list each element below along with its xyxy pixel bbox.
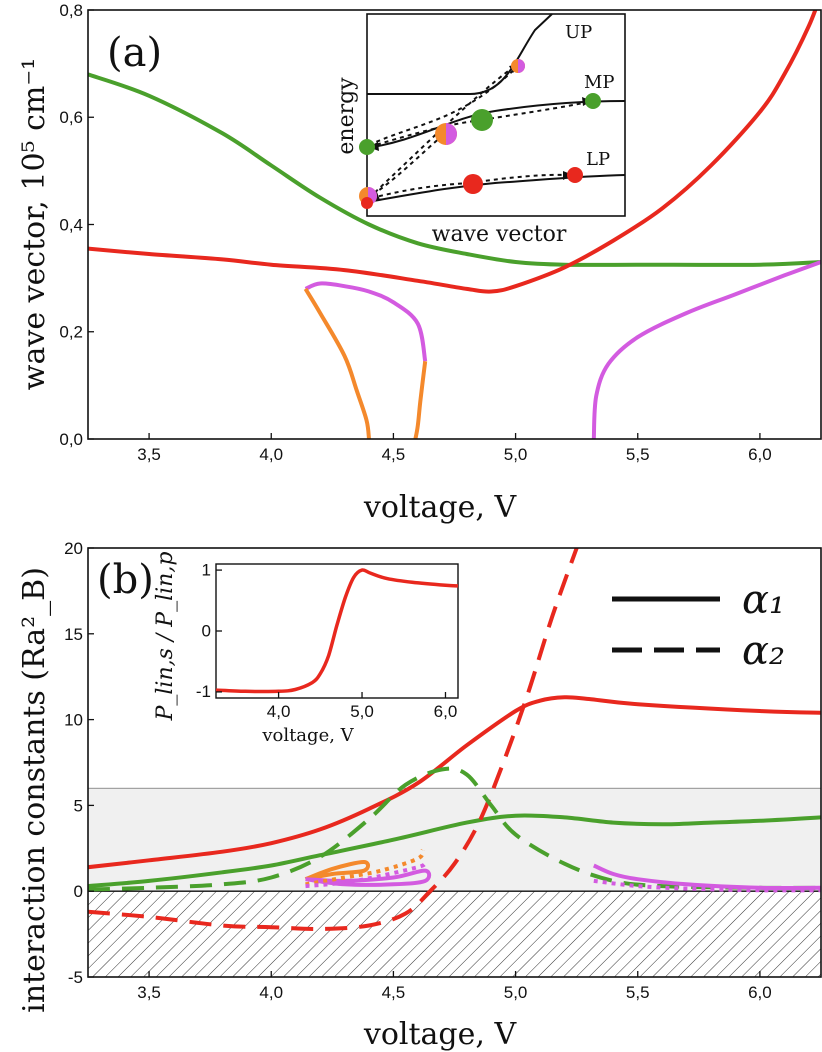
series-violet-right-2 <box>593 878 821 893</box>
inset-label-lp: LP <box>586 149 610 170</box>
x-tick-label: 4,0 <box>259 983 283 1002</box>
y-tick-label: -5 <box>68 968 83 987</box>
lp-dot-left-red <box>361 197 373 209</box>
x-tick-label: 5,5 <box>626 983 650 1002</box>
inset-b-xlabel: voltage, V <box>261 725 354 746</box>
panel-a: 3,5 4,0 4,5 5,0 5,5 6,0 0,0 0,2 0,4 0,6 0,8 (a) vo… <box>17 1 822 525</box>
arrow-center-down <box>371 134 444 196</box>
y-tick-label: 1 <box>202 560 211 579</box>
series-red-1 <box>88 695 821 870</box>
arrow-mp-right <box>481 101 589 121</box>
y-tick-label: 15 <box>64 625 83 644</box>
lp-dot-right <box>567 167 583 183</box>
panel-b-frame <box>87 547 822 978</box>
legend: α₁ α₂ <box>612 577 785 674</box>
x-tick-label: 3,5 <box>137 983 161 1002</box>
x-tick-label: 6,0 <box>434 702 458 721</box>
panel-b-bands <box>88 787 821 977</box>
x-tick-label: 6,0 <box>748 983 772 1002</box>
y-tick-label: 0 <box>74 882 83 901</box>
panel-a-label: (a) <box>107 30 162 76</box>
y-tick-label: 0,6 <box>59 108 83 127</box>
x-tick-label: 5,0 <box>350 702 374 721</box>
panel-b-inset: 4,0 5,0 6,0 -1 0 1 voltage, V P_lin,s / P_lin… <box>153 552 459 746</box>
arrow-lp-up <box>368 67 513 199</box>
panel-a-series <box>88 10 821 439</box>
panel-a-ylabel: wave vector, 10⁵ cm⁻¹ <box>17 58 52 390</box>
series-violet-1 <box>305 868 432 887</box>
panel-a-ticks: 3,5 4,0 4,5 5,0 5,5 6,0 0,0 0,2 0,4 0,6 0,8 <box>59 1 771 464</box>
panel-b-series <box>88 548 821 932</box>
arrow-mp-up <box>368 65 519 146</box>
panel-b-ylabel: interaction constants (Ra²_B) <box>17 567 52 1013</box>
series-green <box>88 72 821 267</box>
series-orange-2 <box>305 849 425 887</box>
series-green-2 <box>88 766 821 892</box>
series-violet-right <box>591 260 821 439</box>
y-tick-label: 5 <box>74 796 83 815</box>
x-tick-label: 4,0 <box>267 702 291 721</box>
mp-dot-left <box>359 139 375 155</box>
x-tick-label: 4,5 <box>382 983 406 1002</box>
x-tick-label: 3,5 <box>137 445 161 464</box>
panel-b-xlabel: voltage, V <box>363 1017 518 1052</box>
lp-branch <box>366 174 626 203</box>
hatched-band <box>88 891 821 977</box>
panel-a-inset: UP MP LP wave vector energy <box>334 13 626 247</box>
x-tick-label: 5,0 <box>504 445 528 464</box>
series-orange-left <box>303 287 371 439</box>
x-tick-label: 4,5 <box>382 445 406 464</box>
y-tick-label: 10 <box>64 711 83 730</box>
series-red <box>88 10 818 294</box>
mp-dot-center <box>471 109 493 131</box>
series-orange-1 <box>304 860 371 882</box>
x-tick-label: 4,0 <box>259 445 283 464</box>
scattering-arrows <box>368 65 589 199</box>
panel-a-xlabel: voltage, V <box>363 490 518 525</box>
inset-b-series <box>216 568 458 694</box>
x-tick-label: 5,5 <box>626 445 650 464</box>
legend-alpha1: α₁ <box>742 577 785 623</box>
inset-b-ticks: 4,0 5,0 6,0 -1 0 1 <box>196 560 457 721</box>
y-tick-label: 20 <box>64 539 83 558</box>
series-orange-right <box>413 360 428 439</box>
series-violet-right-1 <box>592 863 821 891</box>
inset-a-ylabel: energy <box>334 77 359 155</box>
y-tick-label: 0,2 <box>59 323 83 342</box>
inset-b-ylabel: P_lin,s / P_lin,p <box>153 552 178 722</box>
arrow-lp-left <box>371 182 471 199</box>
mp-dot-right <box>585 93 601 109</box>
y-tick-label: 0,8 <box>59 1 83 20</box>
series-green-1 <box>88 813 821 889</box>
y-tick-label: -1 <box>196 682 211 701</box>
series-red <box>216 568 458 694</box>
x-tick-label: 6,0 <box>748 445 772 464</box>
up-branch <box>367 13 553 95</box>
y-tick-label: 0,0 <box>59 430 83 449</box>
legend-alpha2: α₂ <box>742 628 785 674</box>
inset-a-xlabel: wave vector <box>432 222 567 247</box>
y-tick-label: 0 <box>202 621 211 640</box>
panel-b-label: (b) <box>97 557 154 603</box>
series-violet-left <box>304 281 428 362</box>
series-red-2 <box>88 548 579 932</box>
inset-label-mp: MP <box>584 72 615 93</box>
lp-dot-center <box>463 174 483 194</box>
series-violet-2 <box>305 861 427 889</box>
inset-a-frame <box>366 13 626 217</box>
y-tick-label: 0,4 <box>59 215 83 234</box>
x-tick-label: 5,0 <box>504 983 528 1002</box>
inset-label-up: UP <box>565 22 592 43</box>
